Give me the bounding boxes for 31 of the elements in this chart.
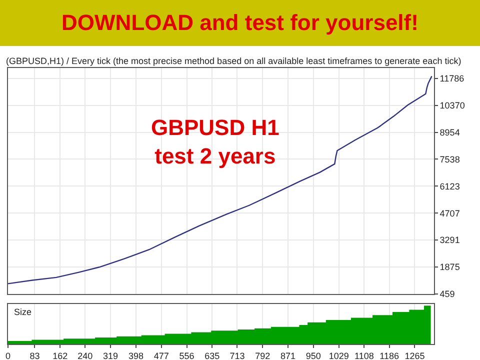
y-tick-label: 459: [440, 289, 455, 300]
y-tick-label: 11786: [440, 74, 464, 84]
x-tick-label: 1186: [380, 350, 399, 360]
y-tick-label: 4707: [440, 208, 460, 218]
y-tick-label: 8954: [440, 127, 460, 138]
y-tick-label: 6123: [440, 181, 460, 192]
x-tick-label: 792: [255, 350, 270, 360]
x-tick-label: 1265: [404, 350, 425, 360]
annotation: Size: [14, 307, 32, 317]
x-tick-label: 950: [306, 350, 321, 360]
x-tick-label: 1108: [354, 350, 374, 360]
x-tick-label: 83: [30, 350, 40, 360]
x-tick-label: 871: [280, 350, 296, 360]
x-tick-label: 319: [103, 350, 118, 360]
x-tick-label: 0: [5, 350, 11, 360]
y-tick-label: 10370: [440, 100, 465, 110]
x-tick-label: 398: [128, 350, 144, 360]
chart-subtitle: (GBPUSD,H1) / Every tick (the most precise method based on all available least timeframes to generate each tick): [6, 56, 462, 66]
annotation: GBPUSD H1 test 2 years: [151, 115, 280, 169]
chart-title: DOWNLOAD and test for yourself!: [62, 10, 418, 36]
x-tick-label: 162: [52, 350, 68, 360]
x-tick-label: 556: [179, 350, 194, 360]
line-series: [8, 76, 432, 284]
x-tick-label: 635: [204, 350, 220, 360]
y-tick-label: 3291: [440, 235, 460, 246]
x-tick-label: 240: [78, 350, 93, 360]
y-tick-label: 1875: [440, 262, 460, 272]
x-tick-label: 477: [154, 350, 169, 360]
x-tick-label: 713: [230, 350, 245, 360]
y-tick-label: 7538: [440, 154, 460, 164]
x-tick-label: 1029: [328, 350, 349, 360]
